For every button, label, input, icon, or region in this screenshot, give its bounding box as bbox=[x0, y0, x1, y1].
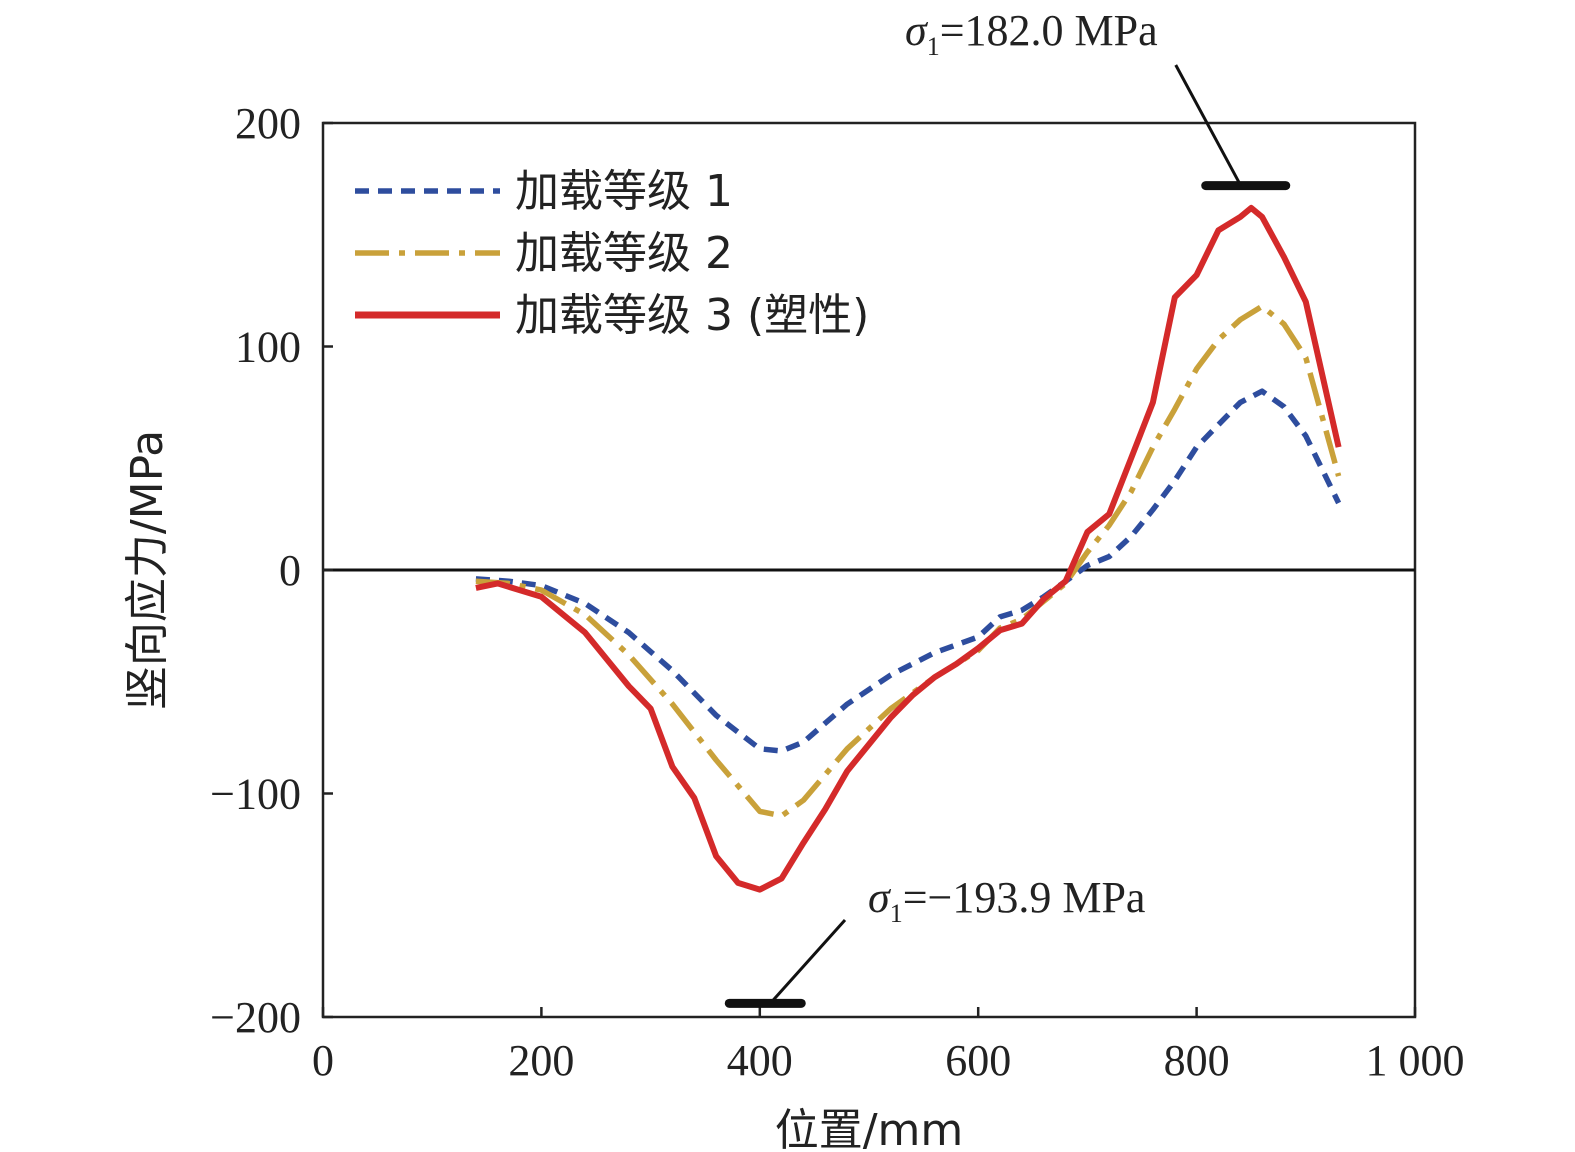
series-line-3 bbox=[475, 204, 1342, 893]
legend-label-3: 加载等级 3 (塑性) bbox=[515, 290, 869, 341]
series-layer bbox=[475, 204, 1342, 893]
y-tick-label: 0 bbox=[279, 546, 301, 595]
series-line-1 bbox=[475, 388, 1342, 754]
legend: 加载等级 1 加载等级 2 加载等级 3 (塑性) bbox=[355, 166, 869, 341]
y-tick-label: 200 bbox=[235, 99, 301, 148]
x-tick-label: 0 bbox=[312, 1036, 334, 1085]
x-tick-label: 200 bbox=[508, 1036, 574, 1085]
x-axis-title: 位置/mm bbox=[775, 1105, 964, 1152]
annotation-leader-max bbox=[1174, 64, 1243, 187]
y-tick-label: 100 bbox=[235, 323, 301, 372]
annotation-max: σ1=182.0 MPa bbox=[905, 6, 1158, 61]
legend-label-1: 加载等级 1 bbox=[515, 166, 733, 217]
legend-label-2: 加载等级 2 bbox=[515, 228, 733, 279]
y-tick-label: −200 bbox=[210, 993, 301, 1042]
x-tick-label: 1 000 bbox=[1366, 1036, 1465, 1085]
annotation-leader-min bbox=[769, 918, 847, 1005]
x-tick-label: 600 bbox=[945, 1036, 1011, 1085]
x-tick-label: 800 bbox=[1164, 1036, 1230, 1085]
x-tick-label: 400 bbox=[727, 1036, 793, 1085]
y-tick-label: −100 bbox=[210, 770, 301, 819]
annotation-layer: σ1=182.0 MPa σ1=−193.9 MPa bbox=[724, 6, 1291, 1008]
series-line-2 bbox=[475, 303, 1342, 819]
y-axis-title: 竖向应力/MPa bbox=[122, 430, 173, 710]
annotation-min: σ1=−193.9 MPa bbox=[868, 873, 1145, 928]
